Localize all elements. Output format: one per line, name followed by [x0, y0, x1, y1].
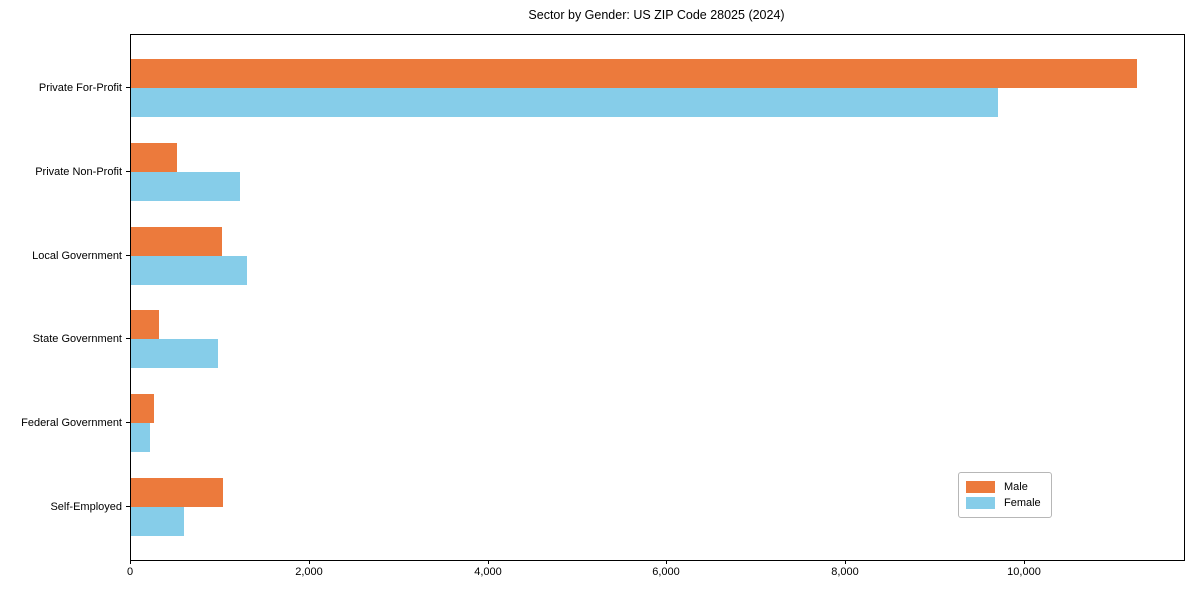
- y-tick-mark: [126, 254, 130, 256]
- x-tick-mark: [488, 560, 489, 564]
- y-tick-label: Private Non-Profit: [35, 165, 122, 178]
- y-tick-label: Self-Employed: [50, 501, 122, 513]
- legend-row-female: Female: [966, 495, 1044, 511]
- bar-male: [131, 59, 1137, 88]
- legend-swatch-female: [966, 497, 995, 509]
- x-tick-mark: [666, 560, 667, 564]
- y-tick-mark: [126, 170, 130, 172]
- x-tick-label: 6,000: [652, 566, 680, 578]
- x-tick-label: 4,000: [474, 566, 502, 578]
- legend-row-male: Male: [966, 479, 1044, 495]
- y-tick-label: Local Government: [32, 249, 122, 262]
- y-tick-mark: [126, 338, 130, 340]
- x-tick-mark: [845, 560, 846, 564]
- bar-female: [131, 507, 184, 536]
- bar-male: [131, 394, 154, 424]
- x-tick-label: 2,000: [295, 566, 323, 578]
- y-tick-label: State Government: [32, 333, 122, 346]
- plot-area: [130, 34, 1185, 561]
- x-tick-mark: [130, 560, 131, 564]
- bar-female: [131, 423, 150, 453]
- y-tick-label: Federal Government: [21, 417, 122, 430]
- bar-male: [131, 226, 222, 256]
- bar-female: [131, 88, 998, 117]
- x-tick-label: 10,000: [1007, 566, 1041, 578]
- y-tick-mark: [126, 87, 130, 88]
- legend-label-female: Female: [1004, 497, 1041, 509]
- bar-female: [131, 171, 240, 201]
- legend: Male Female: [958, 472, 1052, 518]
- bar-female: [131, 255, 247, 285]
- bar-male: [131, 310, 159, 340]
- y-tick-mark: [126, 506, 130, 507]
- x-tick-mark: [1024, 560, 1025, 564]
- bar-male: [131, 478, 223, 507]
- bar-male: [131, 142, 177, 172]
- x-tick-mark: [309, 560, 310, 564]
- y-tick-mark: [126, 422, 130, 424]
- x-tick-label: 8,000: [831, 566, 859, 578]
- legend-label-male: Male: [1004, 481, 1028, 493]
- legend-swatch-male: [966, 481, 995, 493]
- y-tick-label: Private For-Profit: [38, 82, 122, 94]
- x-tick-label: 0: [126, 566, 134, 578]
- chart-title: Sector by Gender: US ZIP Code 28025 (202…: [528, 8, 785, 22]
- bar-female: [131, 339, 218, 369]
